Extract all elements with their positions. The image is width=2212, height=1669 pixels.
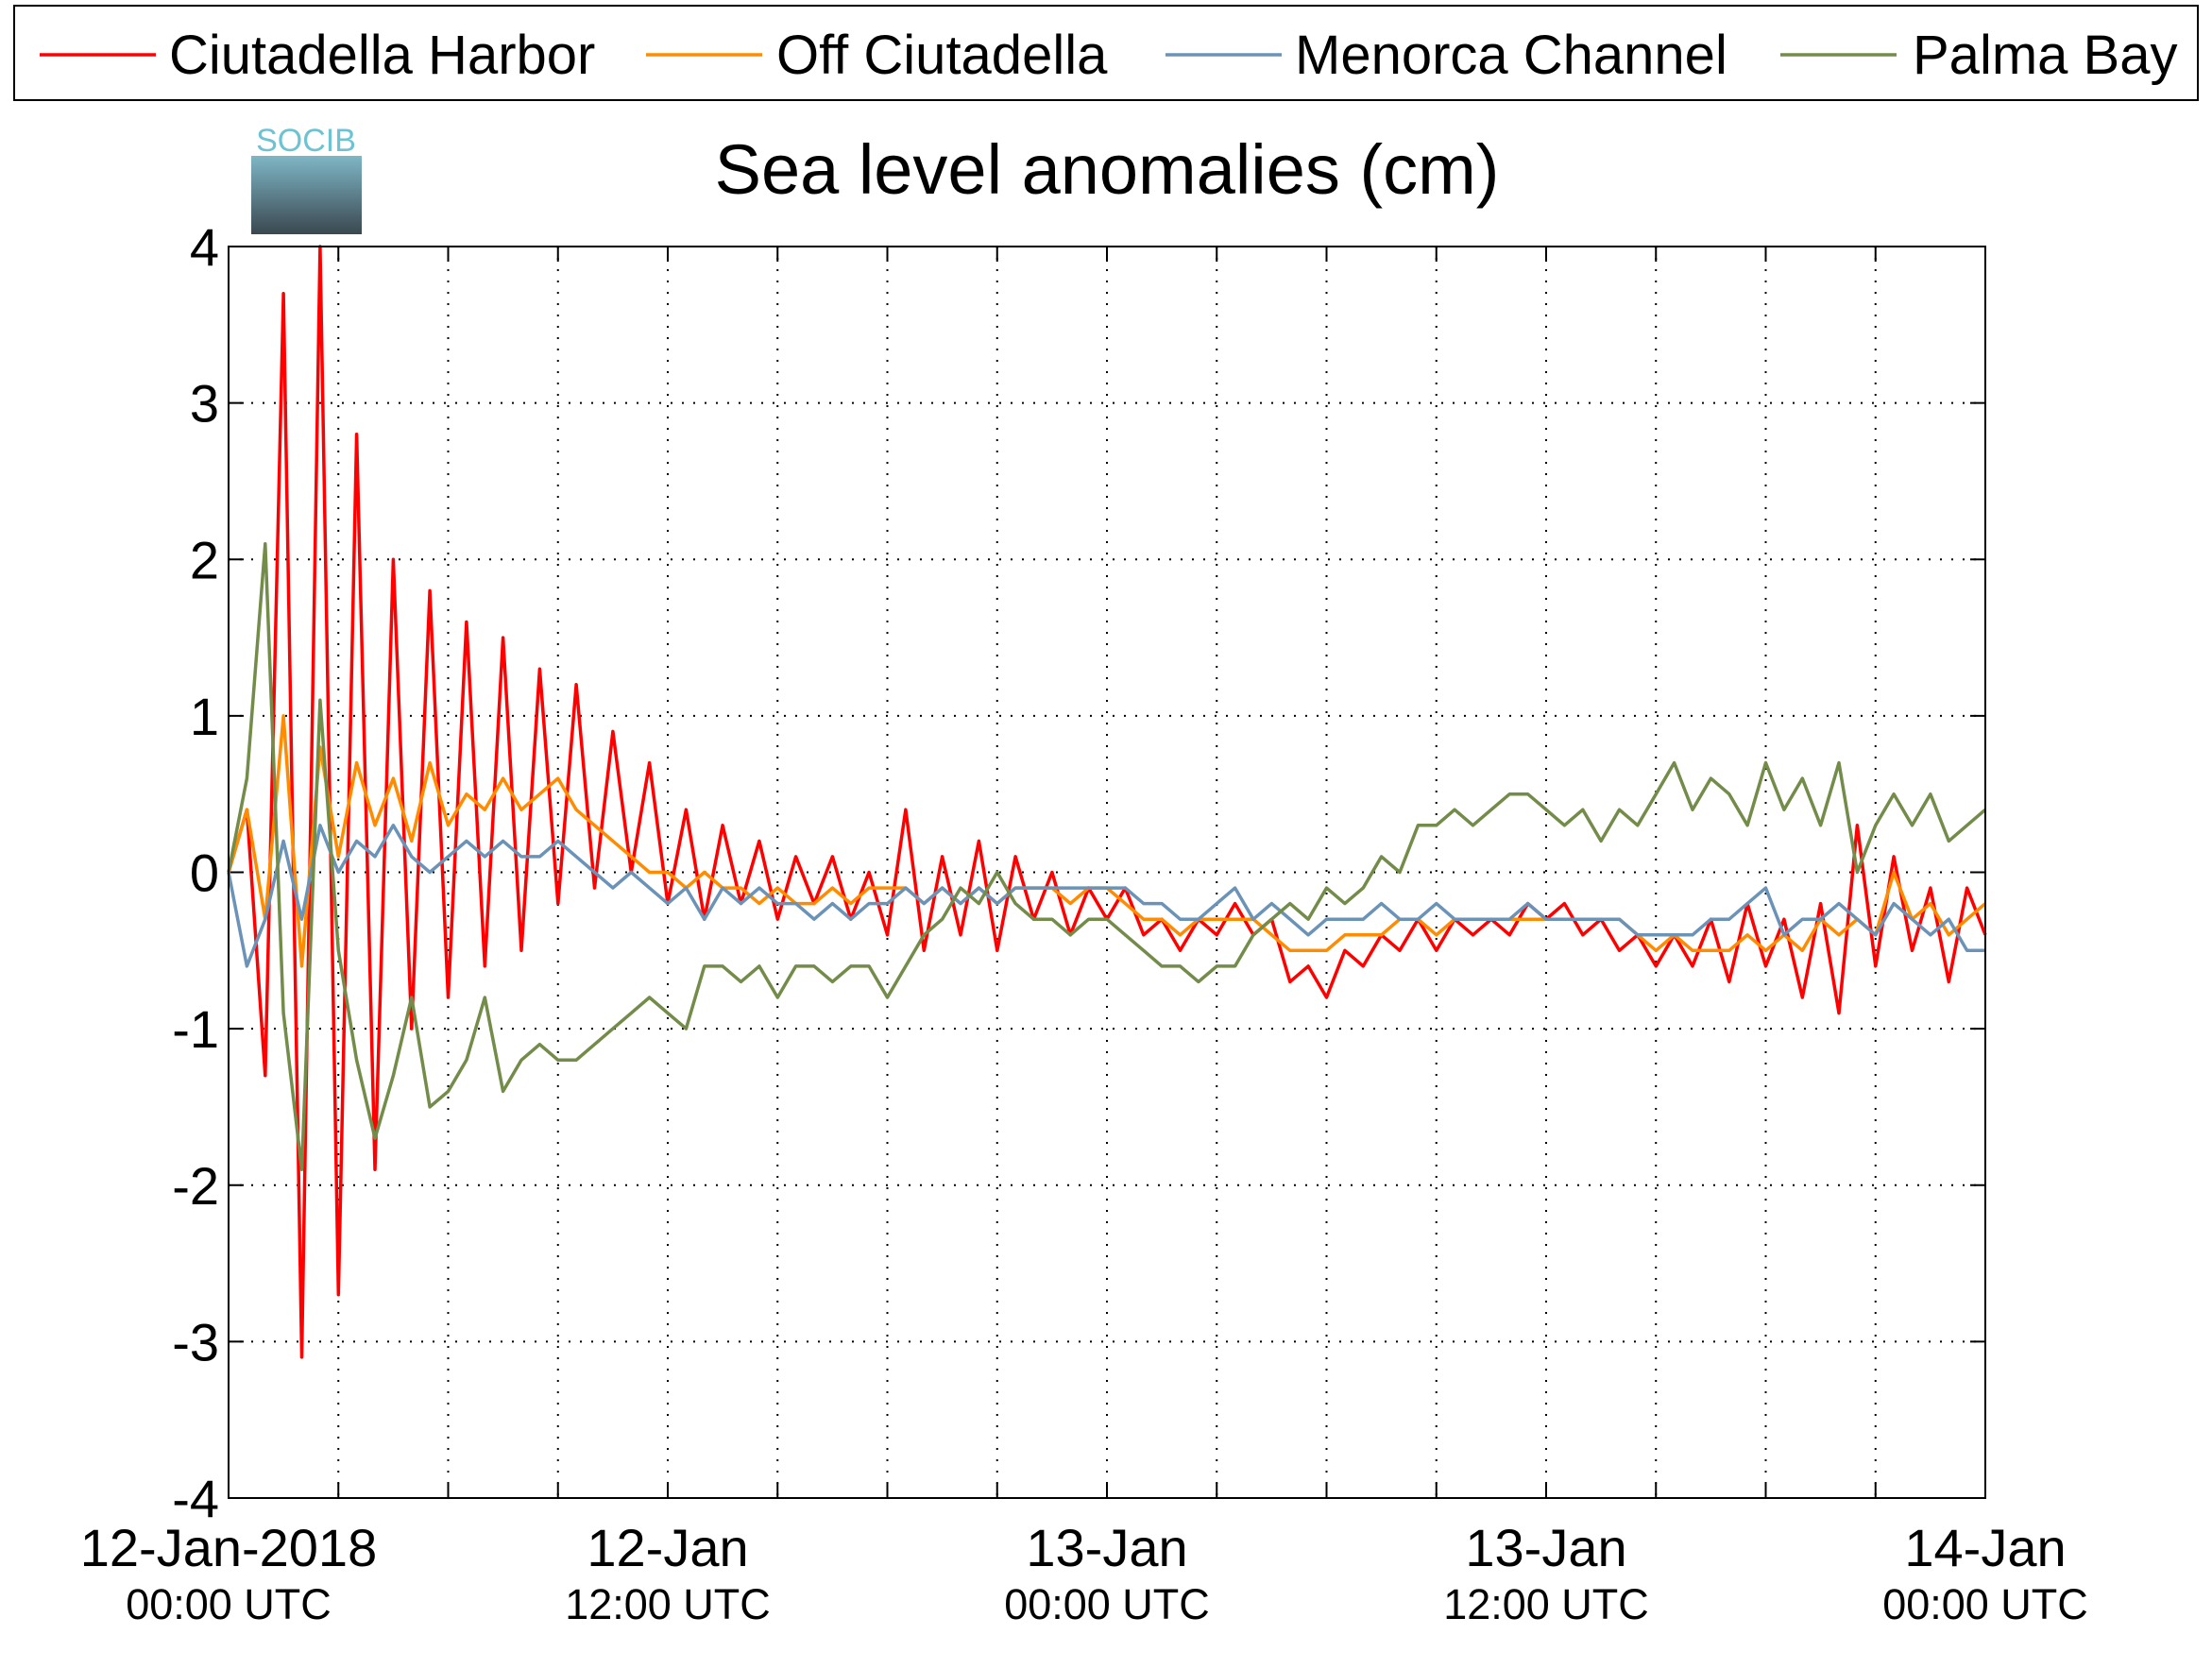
x-tick-sublabel: 12:00 UTC: [565, 1580, 771, 1628]
x-tick-label: 13-Jan: [1465, 1518, 1626, 1577]
legend-label: Ciutadella Harbor: [169, 25, 595, 86]
y-tick-label: -4: [172, 1469, 219, 1528]
y-tick-label: -3: [172, 1312, 219, 1371]
y-tick-label: 4: [190, 217, 219, 277]
y-tick-label: 3: [190, 374, 219, 434]
logo-text: SOCIB: [256, 123, 356, 159]
series-line: [227, 824, 1985, 968]
y-tick-label: 1: [190, 687, 219, 746]
x-tick-label: 12-Jan: [587, 1518, 748, 1577]
legend-box: [13, 5, 2199, 101]
plot-frame: [228, 246, 1986, 1499]
legend-label: Palma Bay: [1913, 25, 2177, 86]
series-line: [227, 245, 1987, 1359]
x-tick-label: 13-Jan: [1026, 1518, 1187, 1577]
y-tick-label: 0: [190, 843, 219, 903]
logo: SOCIB: [251, 123, 362, 234]
legend-label: Menorca Channel: [1295, 25, 1727, 86]
x-tick-sublabel: 00:00 UTC: [1004, 1580, 1210, 1628]
x-tick-sublabel: 00:00 UTC: [1882, 1580, 2088, 1628]
legend-label: Off Ciutadella: [776, 25, 1108, 86]
x-tick-sublabel: 12:00 UTC: [1443, 1580, 1649, 1628]
x-tick-label: 12-Jan-2018: [80, 1518, 377, 1577]
series-line: [227, 541, 1987, 1171]
y-tick-label: -2: [172, 1156, 219, 1216]
x-tick-label: 14-Jan: [1904, 1518, 2066, 1577]
y-tick-label: -1: [172, 999, 219, 1059]
y-tick-label: 2: [190, 530, 219, 589]
logo-image: [251, 156, 362, 234]
x-tick-sublabel: 00:00 UTC: [126, 1580, 332, 1628]
chart-title: Sea level anomalies (cm): [715, 130, 1500, 209]
